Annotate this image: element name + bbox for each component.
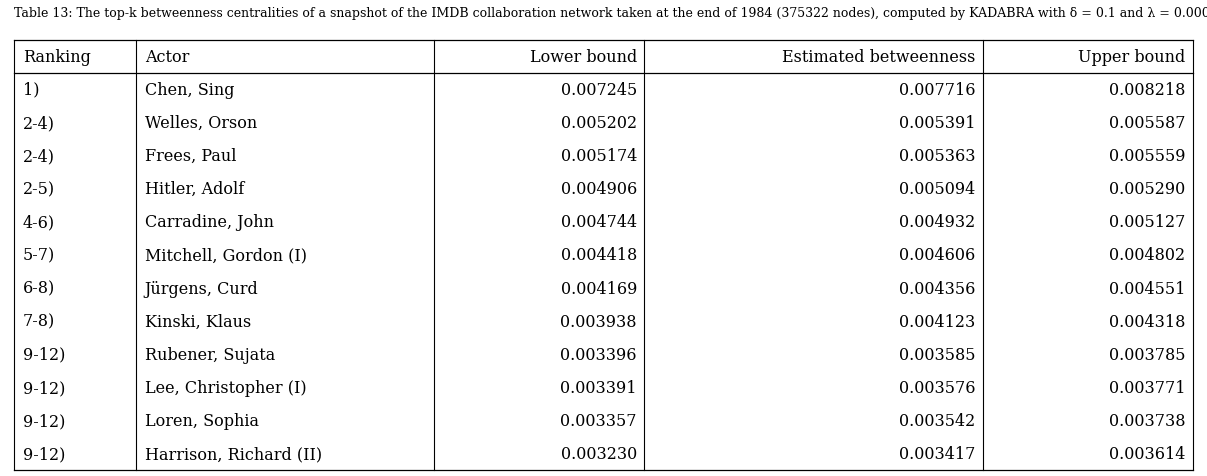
Text: 0.004356: 0.004356 [899,280,975,297]
Text: 1): 1) [23,81,40,99]
Text: 6-8): 6-8) [23,280,56,297]
Text: Rubener, Sujata: Rubener, Sujata [145,346,275,363]
Text: 2-4): 2-4) [23,148,56,165]
Text: Loren, Sophia: Loren, Sophia [145,412,258,429]
Text: Table 13: The top-k betweenness centralities of a snapshot of the IMDB collabora: Table 13: The top-k betweenness centrali… [14,7,1207,20]
Text: 0.005290: 0.005290 [1109,181,1185,198]
Text: 0.005559: 0.005559 [1109,148,1185,165]
Text: Harrison, Richard (II): Harrison, Richard (II) [145,445,322,462]
Text: Ranking: Ranking [23,49,91,66]
Text: 0.004744: 0.004744 [561,214,637,231]
Text: Lee, Christopher (I): Lee, Christopher (I) [145,379,307,396]
Text: 0.003576: 0.003576 [899,379,975,396]
Text: 0.004906: 0.004906 [560,181,637,198]
Text: 0.003396: 0.003396 [560,346,637,363]
Text: 0.005174: 0.005174 [560,148,637,165]
Text: 0.004318: 0.004318 [1109,313,1185,330]
Text: Chen, Sing: Chen, Sing [145,81,234,99]
Text: 0.003357: 0.003357 [560,412,637,429]
Text: 0.003614: 0.003614 [1109,445,1185,462]
Text: 0.007245: 0.007245 [560,81,637,99]
Text: 0.003391: 0.003391 [560,379,637,396]
Text: 0.007716: 0.007716 [899,81,975,99]
Text: Actor: Actor [145,49,189,66]
Text: 0.004169: 0.004169 [560,280,637,297]
Text: Mitchell, Gordon (I): Mitchell, Gordon (I) [145,247,307,264]
Text: Frees, Paul: Frees, Paul [145,148,237,165]
Text: Carradine, John: Carradine, John [145,214,274,231]
Text: 0.004418: 0.004418 [560,247,637,264]
Text: 9-12): 9-12) [23,379,65,396]
Text: 0.003938: 0.003938 [560,313,637,330]
Text: 0.005202: 0.005202 [561,115,637,131]
Text: 0.003542: 0.003542 [899,412,975,429]
Text: 0.003230: 0.003230 [560,445,637,462]
Text: Estimated betweenness: Estimated betweenness [782,49,975,66]
Text: 0.003585: 0.003585 [899,346,975,363]
Text: 9-12): 9-12) [23,346,65,363]
Text: Welles, Orson: Welles, Orson [145,115,257,131]
Text: 9-12): 9-12) [23,412,65,429]
Text: 0.003785: 0.003785 [1109,346,1185,363]
Text: Hitler, Adolf: Hitler, Adolf [145,181,244,198]
Text: 0.005094: 0.005094 [899,181,975,198]
Text: 0.005127: 0.005127 [1109,214,1185,231]
Text: 0.004932: 0.004932 [899,214,975,231]
Text: 0.003771: 0.003771 [1109,379,1185,396]
Text: Upper bound: Upper bound [1078,49,1185,66]
Text: 9-12): 9-12) [23,445,65,462]
Text: 0.003738: 0.003738 [1109,412,1185,429]
Text: 7-8): 7-8) [23,313,56,330]
Text: 0.008218: 0.008218 [1109,81,1185,99]
Text: 4-6): 4-6) [23,214,56,231]
Text: Lower bound: Lower bound [530,49,637,66]
Text: 0.004123: 0.004123 [899,313,975,330]
Text: 0.004802: 0.004802 [1109,247,1185,264]
Text: 2-5): 2-5) [23,181,56,198]
Text: Kinski, Klaus: Kinski, Klaus [145,313,251,330]
Text: 0.005391: 0.005391 [899,115,975,131]
Text: 0.005363: 0.005363 [899,148,975,165]
Text: Jürgens, Curd: Jürgens, Curd [145,280,258,297]
Text: 0.004606: 0.004606 [899,247,975,264]
Text: 0.005587: 0.005587 [1109,115,1185,131]
Text: 0.003417: 0.003417 [899,445,975,462]
Text: 0.004551: 0.004551 [1109,280,1185,297]
Text: 5-7): 5-7) [23,247,56,264]
Text: 2-4): 2-4) [23,115,56,131]
